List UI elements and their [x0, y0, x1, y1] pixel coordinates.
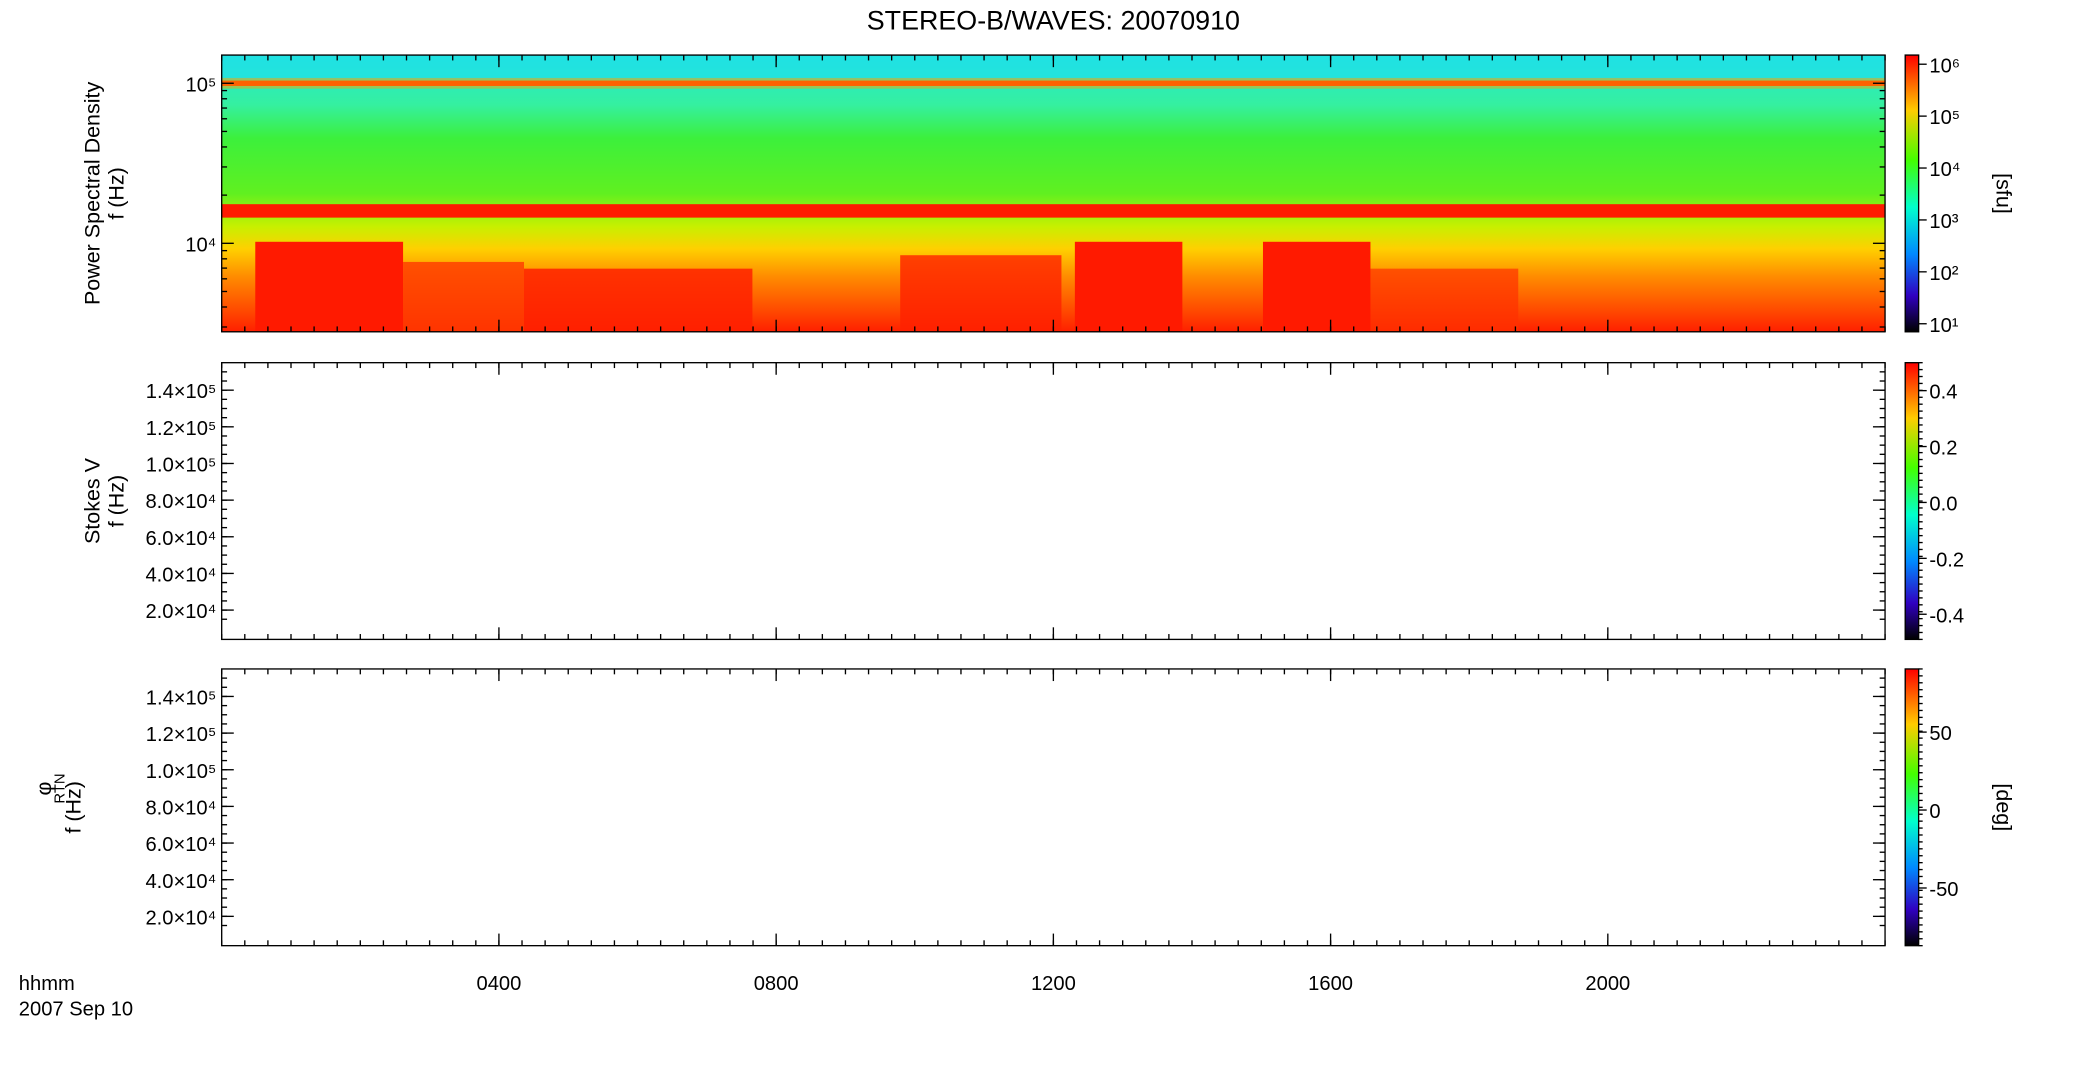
- colorbar-tick-label: 0.2: [1929, 438, 1957, 460]
- colorbar-tick-label: 0.0: [1929, 494, 1957, 516]
- y-axis-label-line: Power Spectral Density: [80, 82, 104, 306]
- colorbar: [1904, 362, 1920, 641]
- y-tick-label: 1.0×10⁵: [146, 455, 217, 477]
- y-axis-label-line: Stokes V: [80, 457, 104, 544]
- y-axis-label-line: f (Hz): [105, 475, 129, 528]
- colorbar-tick-label: -0.4: [1929, 605, 1964, 627]
- colorbar-tick-label: 10¹: [1929, 315, 1958, 337]
- colorbar-tick-label: 0.4: [1929, 382, 1957, 404]
- y-tick-label: 1.0×10⁵: [146, 761, 217, 783]
- x-axis-label: hhmm: [19, 973, 75, 995]
- y-tick-label: 1.4×10⁵: [146, 381, 217, 403]
- x-axis-date: 2007 Sep 10: [19, 999, 133, 1021]
- colorbar-tick-label: -50: [1929, 879, 1958, 901]
- colorbar-tick-label: 10³: [1929, 211, 1958, 233]
- y-tick-label: 4.0×10⁴: [145, 564, 216, 586]
- chart-title: STEREO-B/WAVES: 20070910: [867, 6, 1240, 36]
- y-tick-label: 2.0×10⁴: [145, 601, 216, 623]
- y-tick-label: 1.2×10⁵: [146, 724, 217, 746]
- colorbar-tick-label: 10⁶: [1929, 55, 1960, 77]
- colorbar-tick-label: 0: [1929, 801, 1940, 823]
- x-tick-label: 2000: [1585, 973, 1630, 995]
- colorbar-label: [deg]: [1992, 783, 2016, 831]
- colorbar-label: [sfu]: [1992, 173, 2016, 214]
- colorbar: [1904, 54, 1920, 333]
- colorbar-tick-label: 10⁴: [1929, 159, 1960, 181]
- y-tick-label: 2.0×10⁴: [145, 907, 216, 929]
- y-tick-label: 1.4×10⁵: [146, 688, 217, 710]
- y-axis-label-symbol: φ: [32, 781, 56, 795]
- y-tick-label: 4.0×10⁴: [145, 871, 216, 893]
- y-axis-label: Power Spectral Density f (Hz): [80, 82, 128, 306]
- y-tick-label: 6.0×10⁴: [145, 528, 216, 550]
- x-tick-label: 1600: [1308, 973, 1353, 995]
- colorbar-tick-label: 10²: [1929, 263, 1958, 285]
- colorbar: [1904, 668, 1920, 947]
- colorbar-tick-label: 50: [1929, 723, 1951, 745]
- y-axis-label-line: f (Hz): [62, 781, 86, 834]
- x-tick-label: 1200: [1031, 973, 1076, 995]
- y-tick-label: 10⁴: [185, 234, 216, 256]
- y-tick-label: 1.2×10⁵: [146, 418, 217, 440]
- colorbar-tick-label: 10⁵: [1929, 107, 1960, 129]
- y-tick-label: 10⁵: [186, 74, 217, 96]
- y-axis-label-line: f (Hz): [105, 167, 129, 220]
- plot-frame: [221, 668, 1886, 947]
- y-tick-label: 8.0×10⁴: [145, 491, 216, 513]
- y-tick-label: 6.0×10⁴: [145, 834, 216, 856]
- colorbar-tick-label: -0.2: [1929, 549, 1964, 571]
- y-axis-label-subscript: RTN: [52, 773, 68, 803]
- spectrogram-image: [221, 55, 1886, 332]
- x-tick-label: 0400: [477, 973, 522, 995]
- y-tick-label: 8.0×10⁴: [145, 797, 216, 819]
- plot-frame: [221, 362, 1886, 641]
- x-tick-label: 0800: [754, 973, 799, 995]
